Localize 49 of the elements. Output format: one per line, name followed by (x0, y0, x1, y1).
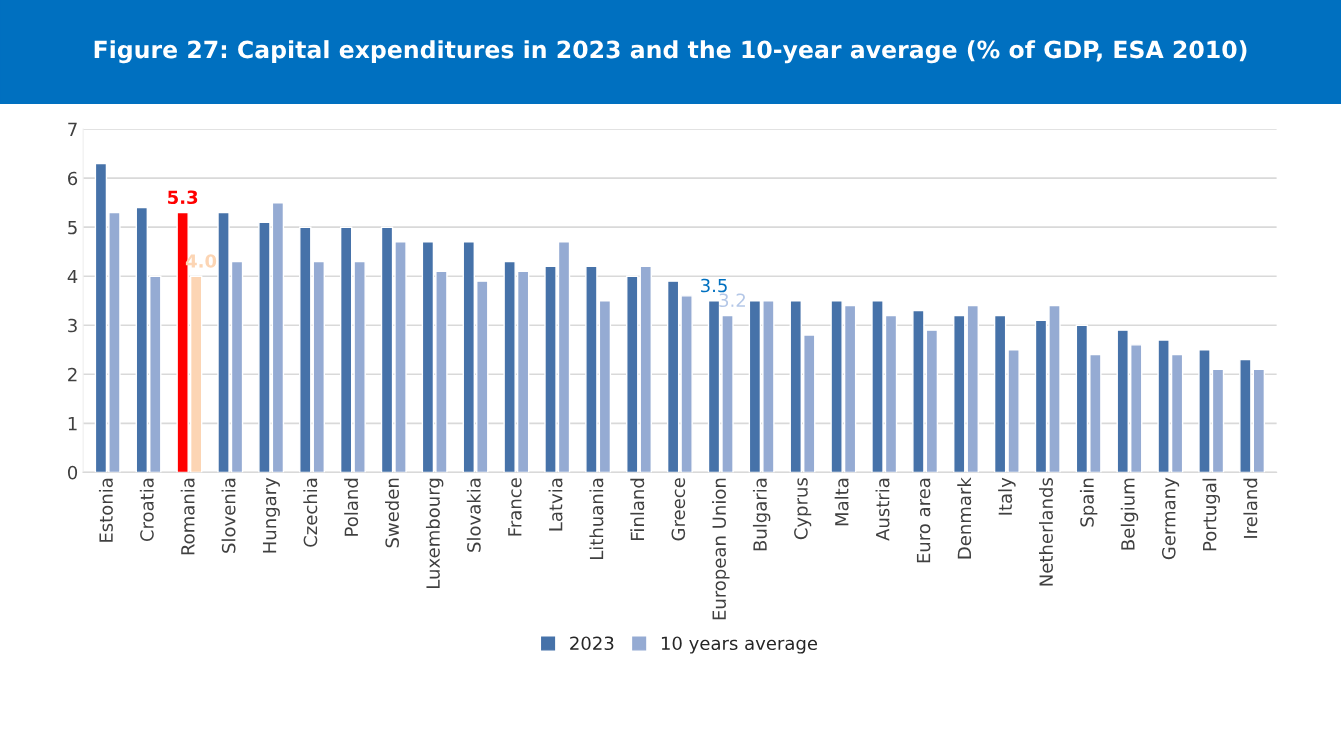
x-tick-label: Italy (998, 477, 1016, 515)
x-tick-label: Bulgaria (752, 478, 771, 551)
bar (953, 314, 966, 473)
x-tick-label: Hungary (262, 477, 280, 553)
data-label: 3.5 (701, 278, 727, 293)
y-tick-label: 2 (68, 367, 77, 382)
x-tick-label: European Union (712, 478, 730, 620)
x-tick-label: Slovakia (466, 478, 481, 552)
bar (626, 275, 639, 473)
x-tick-label: Finland (630, 478, 645, 540)
x-tick-label: Portugal (1202, 478, 1220, 551)
chart-title: Figure 27: Capital expenditures in 2023 and the 10-year average (% of GDP, ESA 2010) (94, 40, 1247, 64)
bar (639, 265, 652, 473)
x-tick-label: Ireland (1243, 478, 1258, 538)
x-tick-label: Poland (344, 478, 359, 536)
data-label: 5.3 (168, 190, 198, 205)
x-tick-label: Cyprus (794, 478, 812, 540)
bar (312, 260, 325, 473)
x-tick-label: Spain (1079, 478, 1098, 527)
x-tick-label: Estonia (98, 478, 113, 542)
x-tick-label: Greece (671, 478, 686, 541)
x-tick-label: Slovenia (221, 478, 236, 553)
legend-label: 10 years average (661, 636, 818, 654)
y-tick-label: 3 (68, 318, 77, 333)
y-tick-label: 5 (68, 220, 77, 235)
x-tick-label: Lithuania (589, 478, 604, 560)
x-tick-label: Malta (834, 478, 849, 526)
x-tick-label: Czechia (303, 478, 318, 547)
x-tick-label: Denmark (957, 477, 972, 559)
bar (966, 304, 979, 473)
x-tick-label: Euro area (916, 478, 931, 563)
x-tick-label: Sweden (385, 478, 400, 548)
x-tick-label: Luxembourg (425, 478, 444, 588)
y-tick-label: 0 (67, 465, 78, 480)
x-tick-label: Netherlands (1039, 478, 1053, 586)
x-tick-label: France (508, 478, 522, 536)
x-tick-label: Belgium (1120, 478, 1139, 550)
x-tick-label: Romania (180, 478, 195, 555)
bar (299, 226, 312, 473)
y-tick-label: 7 (68, 122, 77, 137)
data-label: 3.2 (719, 293, 745, 308)
legend-label: 2023 (570, 636, 614, 651)
y-tick-label: 4 (67, 269, 78, 284)
x-tick-label: Germany (1161, 477, 1180, 560)
y-tick-label: 6 (68, 171, 78, 186)
x-tick-label: Austria (875, 478, 890, 541)
x-tick-label: Croatia (139, 478, 154, 542)
y-tick-label: 1 (68, 416, 77, 431)
x-tick-label: Latvia (548, 478, 563, 531)
